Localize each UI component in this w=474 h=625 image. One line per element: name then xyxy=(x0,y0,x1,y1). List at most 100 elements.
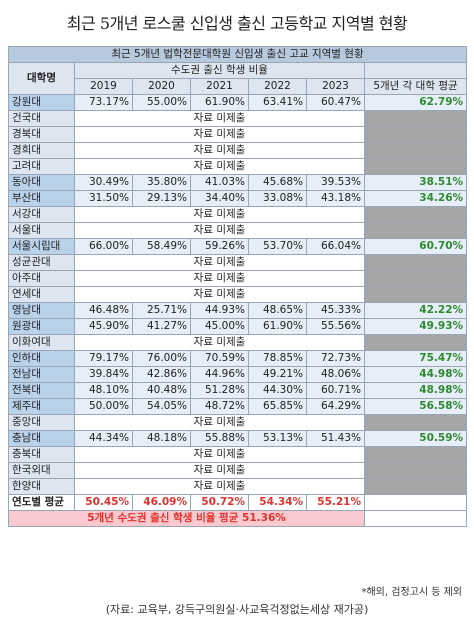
avg-value: 75.47% xyxy=(363,350,468,367)
table-row: 아주대 자료 미제출 xyxy=(8,270,468,287)
ratio-value: 63.41% xyxy=(248,94,307,111)
avg-cell-empty xyxy=(363,158,468,175)
table-row: 영남대 46.48% 25.71% 44.93% 48.65% 45.33% 42.22% xyxy=(8,302,468,319)
page-title: 최근 5개년 로스쿨 신입생 출신 고등학교 지역별 현황 xyxy=(66,14,408,33)
school-name: 인하대 xyxy=(8,350,75,367)
total-value: 50.45% xyxy=(74,494,133,511)
not-submitted-cell: 자료 미제출 xyxy=(74,286,365,303)
ratio-value: 45.68% xyxy=(248,174,307,191)
school-name: 경북대 xyxy=(8,126,75,143)
table-row: 동아대 30.49% 35.80% 41.03% 45.68% 39.53% 38.51% xyxy=(8,174,468,191)
school-name: 원광대 xyxy=(8,318,75,335)
avg-value: 48.98% xyxy=(363,382,468,399)
school-name: 충남대 xyxy=(8,430,75,447)
ratio-value: 51.28% xyxy=(190,382,249,399)
school-name: 제주대 xyxy=(8,398,75,415)
school-name: 전남대 xyxy=(8,366,75,383)
not-submitted-cell: 자료 미제출 xyxy=(74,206,365,223)
avg-cell-empty xyxy=(363,222,468,239)
table-row: 한국외대 자료 미제출 xyxy=(8,462,468,479)
table-row: 서울대 자료 미제출 xyxy=(8,222,468,239)
ratio-value: 48.72% xyxy=(190,398,249,415)
ratio-value: 45.33% xyxy=(306,302,365,319)
school-name: 연세대 xyxy=(8,286,75,303)
year-header: 2022 xyxy=(248,78,307,95)
ratio-value: 72.73% xyxy=(306,350,365,367)
not-submitted-cell: 자료 미제출 xyxy=(74,158,365,175)
school-name: 강원대 xyxy=(8,94,75,111)
ratio-value: 70.59% xyxy=(190,350,249,367)
not-submitted-cell: 자료 미제출 xyxy=(74,462,365,479)
table-row: 한양대 자료 미제출 xyxy=(8,478,468,495)
ratio-value: 46.48% xyxy=(74,302,133,319)
school-name: 서강대 xyxy=(8,206,75,223)
school-name: 한국외대 xyxy=(8,462,75,479)
not-submitted-cell: 자료 미제출 xyxy=(74,110,365,127)
school-name: 서울시립대 xyxy=(8,238,75,255)
table-row: 전남대 39.84% 42.86% 44.96% 49.21% 48.06% 44.98% xyxy=(8,366,468,383)
avg-cell-empty xyxy=(363,254,468,271)
ratio-value: 78.85% xyxy=(248,350,307,367)
table-row: 서강대 자료 미제출 xyxy=(8,206,468,223)
ratio-value: 49.21% xyxy=(248,366,307,383)
avg-cell-empty xyxy=(363,414,468,431)
school-name: 이화여대 xyxy=(8,334,75,351)
table-row: 연세대 자료 미제출 xyxy=(8,286,468,303)
ratio-value: 53.70% xyxy=(248,238,307,255)
avg-cell-empty xyxy=(363,142,468,159)
total-value: 46.09% xyxy=(132,494,191,511)
year-header: 2020 xyxy=(132,78,191,95)
ratio-value: 33.08% xyxy=(248,190,307,207)
source-credit: (자료: 교육부, 강득구의원실·사교육걱정없는세상 재가공) xyxy=(105,603,369,616)
ratio-value: 31.50% xyxy=(74,190,133,207)
ratio-value: 45.00% xyxy=(190,318,249,335)
ratio-value: 51.43% xyxy=(306,430,365,447)
school-name: 아주대 xyxy=(8,270,75,287)
ratio-value: 30.49% xyxy=(74,174,133,191)
year-header-row: 2019 2020 2021 2022 2023 5개년 각 대학 평균 xyxy=(9,78,468,95)
school-name: 충북대 xyxy=(8,446,75,463)
ratio-value: 65.85% xyxy=(248,398,307,415)
ratio-value: 58.49% xyxy=(132,238,191,255)
not-submitted-cell: 자료 미제출 xyxy=(74,222,365,239)
not-submitted-cell: 자료 미제출 xyxy=(74,254,365,271)
avg-value: 62.79% xyxy=(363,94,468,111)
ratio-value: 41.27% xyxy=(132,318,191,335)
avg-cell-empty xyxy=(363,446,468,463)
table-row: 제주대 50.00% 54.05% 48.72% 65.85% 64.29% 56.58% xyxy=(8,398,468,415)
avg-value: 56.58% xyxy=(363,398,468,415)
table-row: 서울시립대 66.00% 58.49% 59.26% 53.70% 66.04% 60.70… xyxy=(8,238,468,255)
avg-value: 42.22% xyxy=(363,302,468,319)
avg-value: 60.70% xyxy=(363,238,468,255)
ratio-value: 73.17% xyxy=(74,94,133,111)
avg-cell-empty xyxy=(363,206,468,223)
avg-cell-empty xyxy=(363,286,468,303)
ratio-value: 25.71% xyxy=(132,302,191,319)
summary-row: 5개년 수도권 출신 학생 비율 평균 51.36% xyxy=(8,510,468,527)
year-header: 2021 xyxy=(190,78,249,95)
ratio-value: 39.84% xyxy=(74,366,133,383)
ratio-value: 48.10% xyxy=(74,382,133,399)
ratio-value: 44.34% xyxy=(74,430,133,447)
table-row: 고려대 자료 미제출 xyxy=(8,158,468,175)
avg-cell-empty xyxy=(363,270,468,287)
ratio-value: 48.18% xyxy=(132,430,191,447)
year-header: 2023 xyxy=(306,78,365,95)
ratio-value: 79.17% xyxy=(74,350,133,367)
avg-column-header: 5개년 각 대학 평균 xyxy=(363,78,468,95)
ratio-value: 61.90% xyxy=(248,318,307,335)
school-name: 한양대 xyxy=(8,478,75,495)
region-ratio-table: 최근 5개년 법학전문대학원 신입생 출신 고교 지역별 현황 대학명 수도권 … xyxy=(7,46,468,527)
table-row: 경북대 자료 미제출 xyxy=(8,126,468,143)
ratio-value: 60.71% xyxy=(306,382,365,399)
avg-value: 50.59% xyxy=(363,430,468,447)
school-name: 동아대 xyxy=(8,174,75,191)
not-submitted-cell: 자료 미제출 xyxy=(74,270,365,287)
avg-value: 49.93% xyxy=(363,318,468,335)
ratio-value: 61.90% xyxy=(190,94,249,111)
table-caption: 최근 5개년 법학전문대학원 신입생 출신 고교 지역별 현황 xyxy=(7,46,468,63)
avg-cell-empty xyxy=(363,110,468,127)
ratio-value: 48.65% xyxy=(248,302,307,319)
avg-cell-empty xyxy=(363,126,468,143)
ratio-value: 55.00% xyxy=(132,94,191,111)
